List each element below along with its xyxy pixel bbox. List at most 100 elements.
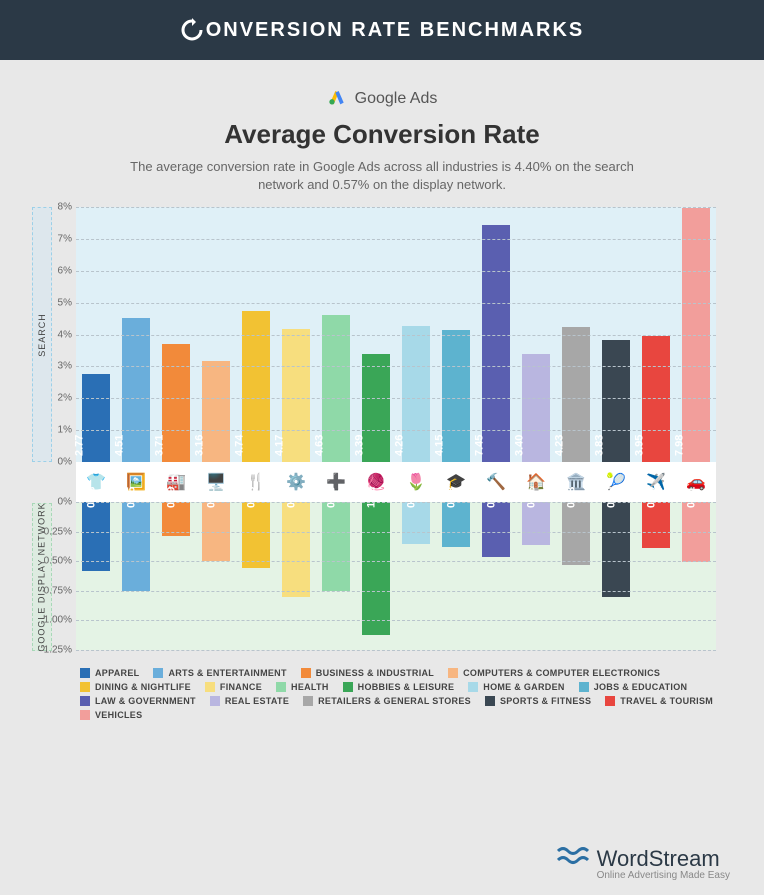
legend-swatch	[210, 696, 220, 706]
y-tick: 1.25%	[40, 645, 72, 656]
legend-swatch	[343, 682, 353, 692]
y-tick: 6%	[40, 265, 72, 276]
bar-slot: 0.35	[396, 502, 436, 650]
bar-slot: 0.46	[476, 502, 516, 650]
plot-area: 2.774.513.713.164.744.174.633.394.264.15…	[76, 207, 716, 650]
legend-swatch	[448, 668, 458, 678]
search-bar: 2.77	[82, 374, 109, 462]
wordstream-name: WordStream	[597, 846, 720, 872]
bar-value-label: 7.98	[673, 435, 685, 456]
bar-value-label: 1.12	[365, 487, 377, 508]
wordstream-wave-icon	[557, 845, 589, 872]
legend-swatch	[579, 682, 589, 692]
legend-label: RETAILERS & GENERAL STORES	[318, 696, 471, 706]
bar-slot: 0.29	[156, 502, 196, 650]
gridline	[76, 239, 716, 240]
search-bar: 4.26	[402, 326, 429, 462]
search-bar: 3.83	[602, 340, 629, 462]
legend-swatch	[485, 696, 495, 706]
gridline	[76, 303, 716, 304]
bar-value-label: 0.80	[605, 487, 617, 508]
display-bar: 0.39	[642, 502, 669, 548]
bar-value-label: 0.53	[565, 487, 577, 508]
gridline	[76, 207, 716, 208]
bar-value-label: 3.71	[153, 435, 165, 456]
legend-label: APPAREL	[95, 668, 139, 678]
bar-value-label: 0.56	[245, 487, 257, 508]
display-bar: 0.75	[122, 502, 149, 591]
bar-value-label: 0.75	[125, 487, 137, 508]
gridline	[76, 502, 716, 503]
page-header: ONVERSION RATE BENCHMARKS	[0, 0, 764, 60]
bar-value-label: 4.51	[113, 435, 125, 456]
bar-slot: 0.80	[276, 502, 316, 650]
bar-value-label: 0.29	[165, 487, 177, 508]
bar-value-label: 3.39	[353, 435, 365, 456]
legend-label: HOME & GARDEN	[483, 682, 564, 692]
legend-label: REAL ESTATE	[225, 696, 289, 706]
legend-label: COMPUTERS & COMPUTER ELECTRONICS	[463, 668, 660, 678]
display-bar: 0.46	[482, 502, 509, 556]
header-title: ONVERSION RATE BENCHMARKS	[180, 18, 585, 42]
bar-value-label: 0.46	[485, 487, 497, 508]
legend-item: BUSINESS & INDUSTRIAL	[301, 668, 434, 678]
legend-label: LAW & GOVERNMENT	[95, 696, 196, 706]
bar-value-label: 4.15	[433, 435, 445, 456]
gridline	[76, 271, 716, 272]
search-bar: 3.39	[362, 354, 389, 462]
gridline	[76, 335, 716, 336]
legend-item: SPORTS & FITNESS	[485, 696, 591, 706]
search-bar: 7.45	[482, 225, 509, 462]
legend-swatch	[468, 682, 478, 692]
bar-value-label: 3.16	[193, 435, 205, 456]
y-tick: 0.75%	[40, 585, 72, 596]
y-tick: 2%	[40, 393, 72, 404]
search-bar: 3.40	[522, 354, 549, 462]
display-bar: 0.36	[522, 502, 549, 545]
legend-swatch	[80, 710, 90, 720]
wordstream-tagline: Online Advertising Made Easy	[597, 870, 730, 881]
bar-value-label: 0.75	[325, 487, 337, 508]
legend-item: DINING & NIGHTLIFE	[80, 682, 191, 692]
google-ads-logo-row: Google Ads	[30, 86, 734, 111]
legend: APPAREL ARTS & ENTERTAINMENT BUSINESS & IN…	[76, 668, 728, 720]
bar-value-label: 0.35	[405, 487, 417, 508]
bar-value-label: 0.58	[85, 487, 97, 508]
display-bar: 0.35	[402, 502, 429, 543]
legend-swatch	[80, 682, 90, 692]
legend-label: DINING & NIGHTLIFE	[95, 682, 191, 692]
bar-value-label: 3.95	[633, 435, 645, 456]
display-bar: 0.80	[282, 502, 309, 597]
legend-item: ARTS & ENTERTAINMENT	[153, 668, 286, 678]
bar-value-label: 0.38	[445, 487, 457, 508]
legend-item: RETAILERS & GENERAL STORES	[303, 696, 471, 706]
gridline	[76, 532, 716, 533]
y-tick: 0.50%	[40, 556, 72, 567]
legend-label: ARTS & ENTERTAINMENT	[168, 668, 286, 678]
search-bar: 4.17	[282, 329, 309, 462]
legend-item: HEALTH	[276, 682, 329, 692]
display-bar: 0.53	[562, 502, 589, 565]
legend-swatch	[303, 696, 313, 706]
y-tick: 0%	[40, 457, 72, 468]
bar-slot: 0.75	[316, 502, 356, 650]
google-ads-icon	[327, 86, 347, 111]
bar-slot: 0.36	[516, 502, 556, 650]
content-area: Google Ads Average Conversion Rate The a…	[0, 60, 764, 895]
y-tick: 1%	[40, 425, 72, 436]
bar-slot: 0.53	[556, 502, 596, 650]
legend-item: FINANCE	[205, 682, 262, 692]
y-tick: 1.00%	[40, 615, 72, 626]
bar-value-label: 0.36	[525, 487, 537, 508]
y-tick: 4%	[40, 329, 72, 340]
bar-value-label: 0.39	[645, 487, 657, 508]
legend-swatch	[301, 668, 311, 678]
y-tick: 8%	[40, 202, 72, 213]
gridline	[76, 650, 716, 651]
legend-label: FINANCE	[220, 682, 262, 692]
bar-value-label: 0.80	[285, 487, 297, 508]
display-bar: 0.75	[322, 502, 349, 591]
bar-value-label: 7.45	[473, 435, 485, 456]
bar-value-label: 0.50	[205, 487, 217, 508]
legend-item: VEHICLES	[80, 710, 142, 720]
